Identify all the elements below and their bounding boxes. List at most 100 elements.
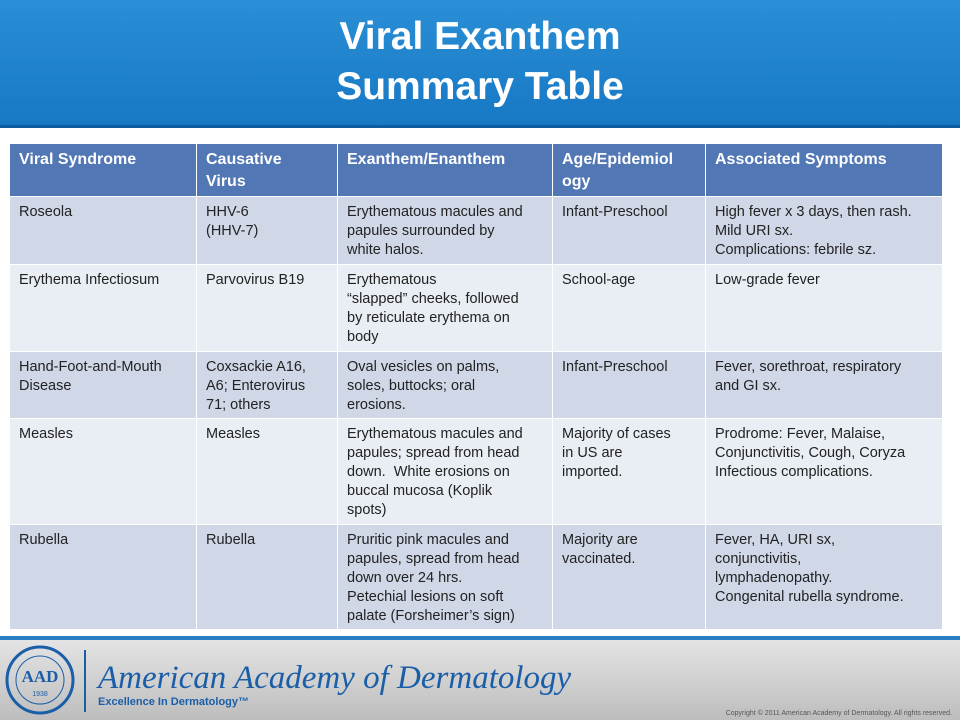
cell-line: buccal mucosa (Koplik: [347, 483, 493, 499]
table-cell: Fever, sorethroat, respiratory and GI sx.: [706, 352, 943, 419]
cell-line: Rubella: [206, 532, 256, 548]
header-cell: Associated Symptoms: [706, 144, 943, 197]
cell-line: down over 24 hrs.: [347, 570, 463, 586]
cell-line: Conjunctivitis, Cough, Coryza: [715, 445, 906, 461]
table-cell: Measles: [197, 419, 338, 525]
cell-line: “slapped” cheeks, followed: [347, 291, 519, 307]
table-cell: School-age: [553, 265, 706, 352]
cell-line: Coxsackie A16,: [206, 359, 306, 375]
table-cell: Erythematous macules and papules surround…: [338, 197, 553, 265]
cell-line: white halos.: [347, 242, 424, 258]
cell-line: by reticulate erythema on: [347, 310, 510, 326]
table-cell: Infant-Preschool: [553, 197, 706, 265]
table-cell: Low-grade fever: [706, 265, 943, 352]
cell-line: conjunctivitis,: [715, 551, 802, 567]
tagline: Excellence In Dermatology™: [98, 696, 249, 708]
cell-line: down. White erosions on: [347, 464, 510, 480]
table-cell: Erythematous “slapped” cheeks, followed by…: [338, 265, 553, 352]
table-cell: Roseola: [10, 197, 197, 265]
cell-line: vaccinated.: [562, 551, 636, 567]
cell-line: imported.: [562, 464, 623, 480]
cell-line: Hand-Foot-and-Mouth: [19, 359, 162, 375]
cell-line: Rubella: [19, 532, 69, 548]
cell-line: (HHV-7): [206, 223, 259, 239]
cell-line: Prodrome: Fever, Malaise,: [715, 426, 886, 442]
cell-line: soles, buttocks; oral: [347, 378, 476, 394]
table-cell: Majority of cases in US are imported.: [553, 419, 706, 525]
table-cell: Infant-Preschool: [553, 352, 706, 419]
table-cell: Majority are vaccinated.: [553, 525, 706, 630]
cell-line: Infectious complications.: [715, 464, 873, 480]
table-cell: Coxsackie A16, A6; Enterovirus 71; others: [197, 352, 338, 419]
table-cell: Pruritic pink macules and papules, spread…: [338, 525, 553, 630]
cell-line: Low-grade fever: [715, 272, 820, 288]
cell-line: Congenital rubella syndrome.: [715, 589, 904, 605]
table-cell: Rubella: [197, 525, 338, 630]
organization: American Academy of Dermatology: [98, 660, 572, 696]
cell-line: 71; others: [206, 397, 271, 413]
cell-line: Mild URI sx.: [715, 223, 794, 239]
cell-line: Infant-Preschool: [562, 359, 668, 375]
table-cell: Hand-Foot-and-Mouth Disease: [10, 352, 197, 419]
cell-line: palate (Forsheimer’s sign): [347, 608, 515, 624]
table-cell: Parvovirus B19: [197, 265, 338, 352]
table-cell: HHV-6 (HHV-7): [197, 197, 338, 265]
cell-line: Erythematous: [347, 272, 437, 288]
cell-line: High fever x 3 days, then rash.: [715, 204, 912, 220]
cell-line: Majority of cases: [562, 426, 671, 442]
cell-line: Causative: [206, 151, 282, 168]
cell-line: Roseola: [19, 204, 73, 220]
cell-line: erosions.: [347, 397, 406, 413]
cell-line: Infant-Preschool: [562, 204, 668, 220]
cell-line: Measles: [19, 426, 73, 442]
cell-line: Disease: [19, 378, 72, 394]
title-line: Viral Exanthem: [339, 15, 621, 58]
cell-line: Measles: [206, 426, 260, 442]
logo-text: AAD: [22, 667, 59, 686]
cell-line: Fever, HA, URI sx,: [715, 532, 836, 548]
table-cell: Measles: [10, 419, 197, 525]
cell-line: Exanthem/Enanthem: [347, 151, 506, 168]
cell-line: papules; spread from head: [347, 445, 520, 461]
title-bar: Viral Exanthem Summary Table: [0, 0, 960, 128]
cell-line: Oval vesicles on palms,: [347, 359, 500, 375]
header-cell: Causative Virus: [197, 144, 338, 197]
table-cell: Erythematous macules and papules; spread …: [338, 419, 553, 525]
footer: AAD 1938 American Academy of Dermatology…: [0, 636, 960, 720]
table-cell: Rubella: [10, 525, 197, 630]
cell-line: Fever, sorethroat, respiratory: [715, 359, 902, 375]
header-cell: Exanthem/Enanthem: [338, 144, 553, 197]
cell-line: ogy: [562, 173, 591, 190]
header-cell: Viral Syndrome: [10, 144, 197, 197]
table-cell: Fever, HA, URI sx, conjunctivitis, lymphad…: [706, 525, 943, 630]
header-cell: Age/Epidemiol ogy: [553, 144, 706, 197]
cell-line: Majority are: [562, 532, 638, 548]
table-cell: Erythema Infectiosum: [10, 265, 197, 352]
logo: AAD 1938: [5, 645, 75, 715]
cell-line: Petechial lesions on soft: [347, 589, 504, 605]
cell-line: lymphadenopathy.: [715, 570, 833, 586]
cell-line: Erythema Infectiosum: [19, 272, 160, 288]
cell-line: Parvovirus B19: [206, 272, 305, 288]
table-cell: Oval vesicles on palms, soles, buttocks; …: [338, 352, 553, 419]
logo-year: 1938: [32, 691, 48, 698]
cell-line: papules, spread from head: [347, 551, 520, 567]
cell-line: and GI sx.: [715, 378, 782, 394]
cell-line: Pruritic pink macules and: [347, 532, 509, 548]
cell-line: Virus: [206, 173, 246, 190]
cell-line: body: [347, 329, 379, 345]
cell-line: Associated Symptoms: [715, 151, 887, 168]
cell-line: A6; Enterovirus: [206, 378, 306, 394]
cell-line: papules surrounded by: [347, 223, 495, 239]
copyright: Copyright © 2011 American Academy of Der…: [725, 710, 952, 717]
cell-line: School-age: [562, 272, 636, 288]
cell-line: Erythematous macules and: [347, 426, 523, 442]
cell-line: Viral Syndrome: [19, 151, 137, 168]
cell-line: Complications: febrile sz.: [715, 242, 877, 258]
table-cell: Prodrome: Fever, Malaise, Conjunctivitis,…: [706, 419, 943, 525]
table-cell: High fever x 3 days, then rash. Mild URI …: [706, 197, 943, 265]
title-line: Summary Table: [336, 65, 624, 108]
cell-line: Erythematous macules and: [347, 204, 523, 220]
cell-line: HHV-6: [206, 204, 249, 220]
